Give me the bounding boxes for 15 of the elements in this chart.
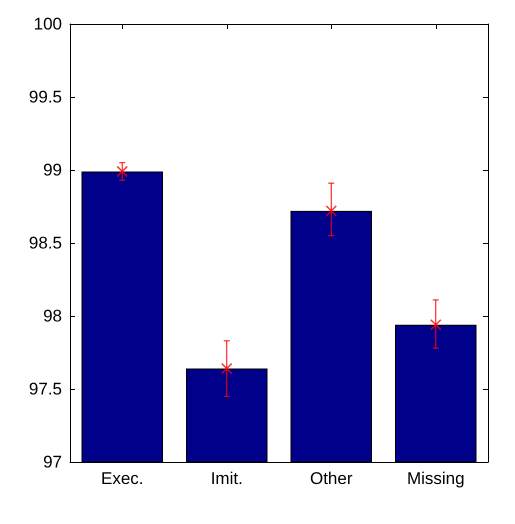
y-tick-label: 99.5 — [28, 88, 62, 106]
y-tick-label: 98 — [43, 306, 62, 326]
y-tick-label: 97.5 — [28, 380, 62, 398]
x-tick-label: Imit. — [210, 469, 243, 488]
point — [116, 166, 128, 178]
x-tick-label: Missing — [406, 469, 465, 488]
x-tick-label: Other — [310, 469, 353, 488]
y-tick-label: 99 — [43, 160, 62, 180]
point — [326, 205, 337, 217]
point — [430, 319, 442, 331]
y-tick-label: 97 — [43, 452, 62, 472]
x-tick-label: Exec. — [100, 469, 144, 488]
point — [221, 362, 232, 374]
y-tick-label: 100 — [34, 14, 62, 34]
y-tick-label: 98.5 — [28, 234, 62, 252]
